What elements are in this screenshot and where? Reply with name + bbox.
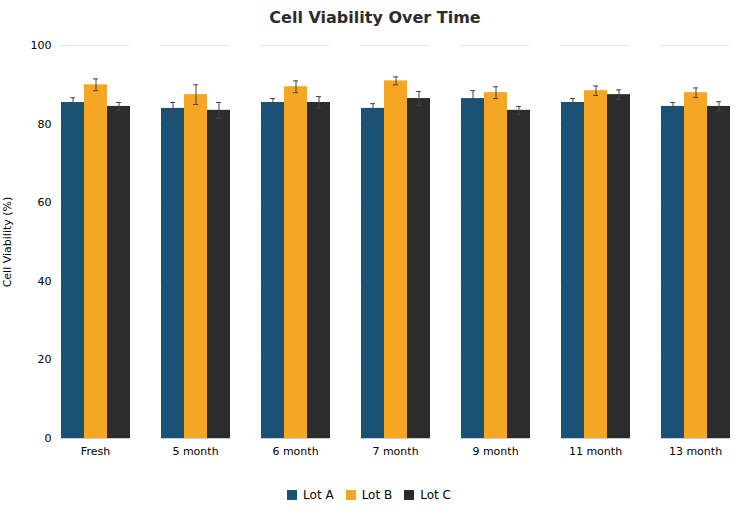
svg-text:60: 60 xyxy=(38,196,52,209)
svg-text:20: 20 xyxy=(38,353,52,366)
svg-text:0: 0 xyxy=(45,432,52,445)
html-text:Lot B: Lot B xyxy=(361,487,393,502)
svg-text:5 month: 5 month xyxy=(172,445,218,458)
svg-text:40: 40 xyxy=(38,275,52,288)
svg-text:9 month: 9 month xyxy=(472,445,518,458)
svg-text:6 month: 6 month xyxy=(272,445,318,458)
html-text:Lot C: Lot C xyxy=(420,487,451,502)
html-text:Cell Viability Over Time: Cell Viability Over Time xyxy=(269,8,481,27)
html-text:Lot A: Lot A xyxy=(303,487,334,502)
svg-text:13 month: 13 month xyxy=(669,445,722,458)
svg-text:11 month: 11 month xyxy=(569,445,622,458)
svg-text:Cell Viability (%): Cell Viability (%) xyxy=(1,197,14,288)
svg-text:100: 100 xyxy=(31,39,52,52)
svg-text:7 month: 7 month xyxy=(372,445,418,458)
svg-text:Fresh: Fresh xyxy=(81,445,110,458)
svg-text:80: 80 xyxy=(38,118,52,131)
